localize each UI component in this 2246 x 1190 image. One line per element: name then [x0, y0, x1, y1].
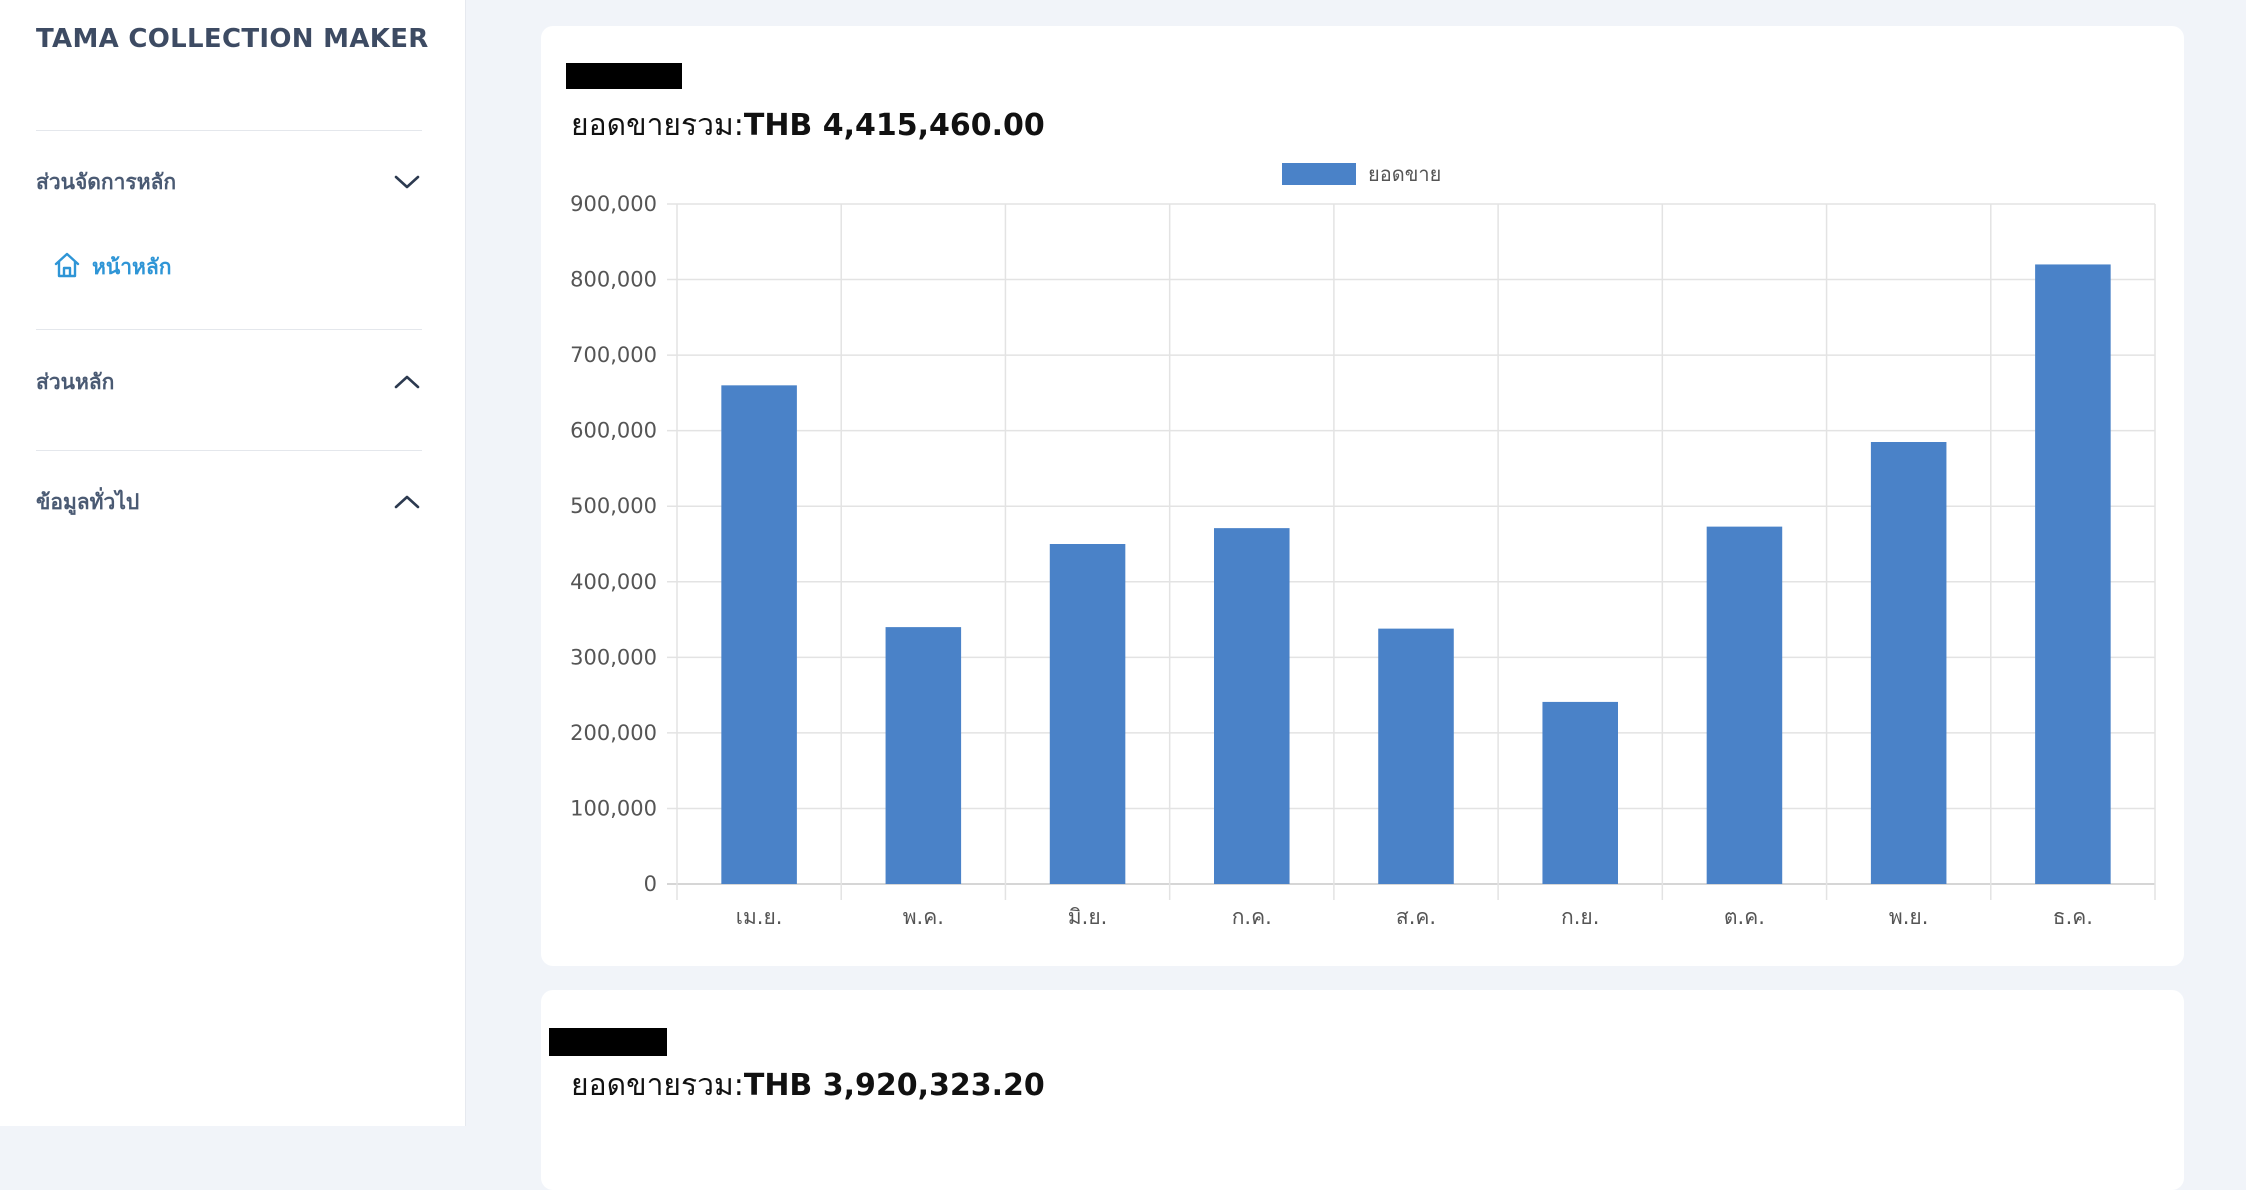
x-tick-label: ธ.ค.	[2053, 905, 2093, 929]
total-sales: ยอดขายรวม:THB 3,920,323.20	[571, 1062, 1045, 1109]
total-value: THB 3,920,323.20	[743, 1068, 1045, 1103]
chevron-down-icon	[392, 167, 422, 197]
x-tick-label: ก.ย.	[1561, 905, 1599, 929]
redacted-title	[566, 63, 682, 89]
chevron-up-icon	[392, 487, 422, 517]
y-tick-label: 200,000	[570, 721, 657, 745]
bar	[1214, 528, 1290, 884]
x-tick-label: พ.ย.	[1889, 905, 1929, 929]
y-tick-label: 700,000	[570, 343, 657, 367]
bar	[1049, 544, 1126, 884]
bar	[1378, 628, 1454, 884]
section-general-info[interactable]: ข้อมูลทั่วไป	[36, 482, 422, 522]
x-tick-label: ส.ค.	[1396, 905, 1436, 929]
y-tick-label: 600,000	[570, 419, 657, 443]
x-tick-label: เม.ย.	[736, 905, 783, 929]
y-tick-label: 100,000	[570, 796, 657, 820]
bar	[721, 385, 797, 884]
divider	[36, 329, 422, 330]
x-axis: เม.ย. พ.ค. มิ.ย. ก.ค. ส.ค. ก.ย. ต.ค. พ.ย. ธ.ค.	[736, 905, 2093, 929]
x-tick-label: ต.ค.	[1724, 905, 1765, 929]
section-label: ส่วนหลัก	[36, 369, 115, 394]
chart-bars	[721, 264, 2111, 884]
chart-legend[interactable]: ยอดขาย	[1282, 162, 1441, 186]
sales-card: ยอดขายรวม:THB 3,920,323.20	[541, 990, 2184, 1190]
y-tick-label: 300,000	[570, 645, 657, 669]
section-label: ส่วนจัดการหลัก	[36, 169, 177, 194]
section-main[interactable]: ส่วนหลัก	[36, 362, 422, 402]
redacted-title	[549, 1028, 667, 1056]
total-label: ยอดขายรวม:	[571, 108, 744, 143]
x-tick-label: มิ.ย.	[1068, 905, 1108, 929]
y-tick-label: 400,000	[570, 570, 657, 594]
section-main-management[interactable]: ส่วนจัดการหลัก	[36, 162, 422, 202]
nav-item-home[interactable]: หน้าหลัก	[52, 250, 171, 284]
divider	[36, 130, 422, 131]
y-tick-label: 900,000	[570, 192, 657, 216]
x-tick-label: ก.ค.	[1232, 905, 1272, 929]
y-tick-label: 800,000	[570, 268, 657, 292]
bar	[1706, 526, 1783, 884]
divider	[36, 450, 422, 451]
sales-bar-chart: 0 100,000 200,000 300,000 400,000 500,000 600,…	[570, 192, 2156, 929]
bar	[1870, 442, 1947, 884]
y-tick-label: 0	[644, 872, 657, 896]
total-label: ยอดขายรวม:	[571, 1068, 744, 1103]
total-sales: ยอดขายรวม:THB 4,415,460.00	[571, 102, 1045, 149]
bar	[1542, 701, 1618, 884]
y-tick-label: 500,000	[570, 494, 657, 518]
legend-swatch	[1282, 163, 1356, 185]
sales-card: ยอดขายรวม:THB 4,415,460.00 ยอดขาย 0 100,0…	[541, 26, 2184, 966]
bar	[885, 627, 962, 884]
x-tick-label: พ.ค.	[903, 905, 944, 929]
nav-item-label: หน้าหลัก	[92, 254, 172, 279]
bar	[2035, 264, 2111, 884]
total-value: THB 4,415,460.00	[743, 108, 1045, 143]
legend-label: ยอดขาย	[1368, 162, 1442, 186]
y-axis: 0 100,000 200,000 300,000 400,000 500,000 600,…	[570, 192, 657, 896]
chevron-up-icon	[392, 367, 422, 397]
home-icon	[52, 250, 82, 284]
sidebar: TAMA COLLECTION MAKER ส่วนจัดการหลัก หน้…	[0, 0, 466, 1126]
app-title: TAMA COLLECTION MAKER	[36, 24, 429, 54]
section-label: ข้อมูลทั่วไป	[36, 489, 140, 514]
